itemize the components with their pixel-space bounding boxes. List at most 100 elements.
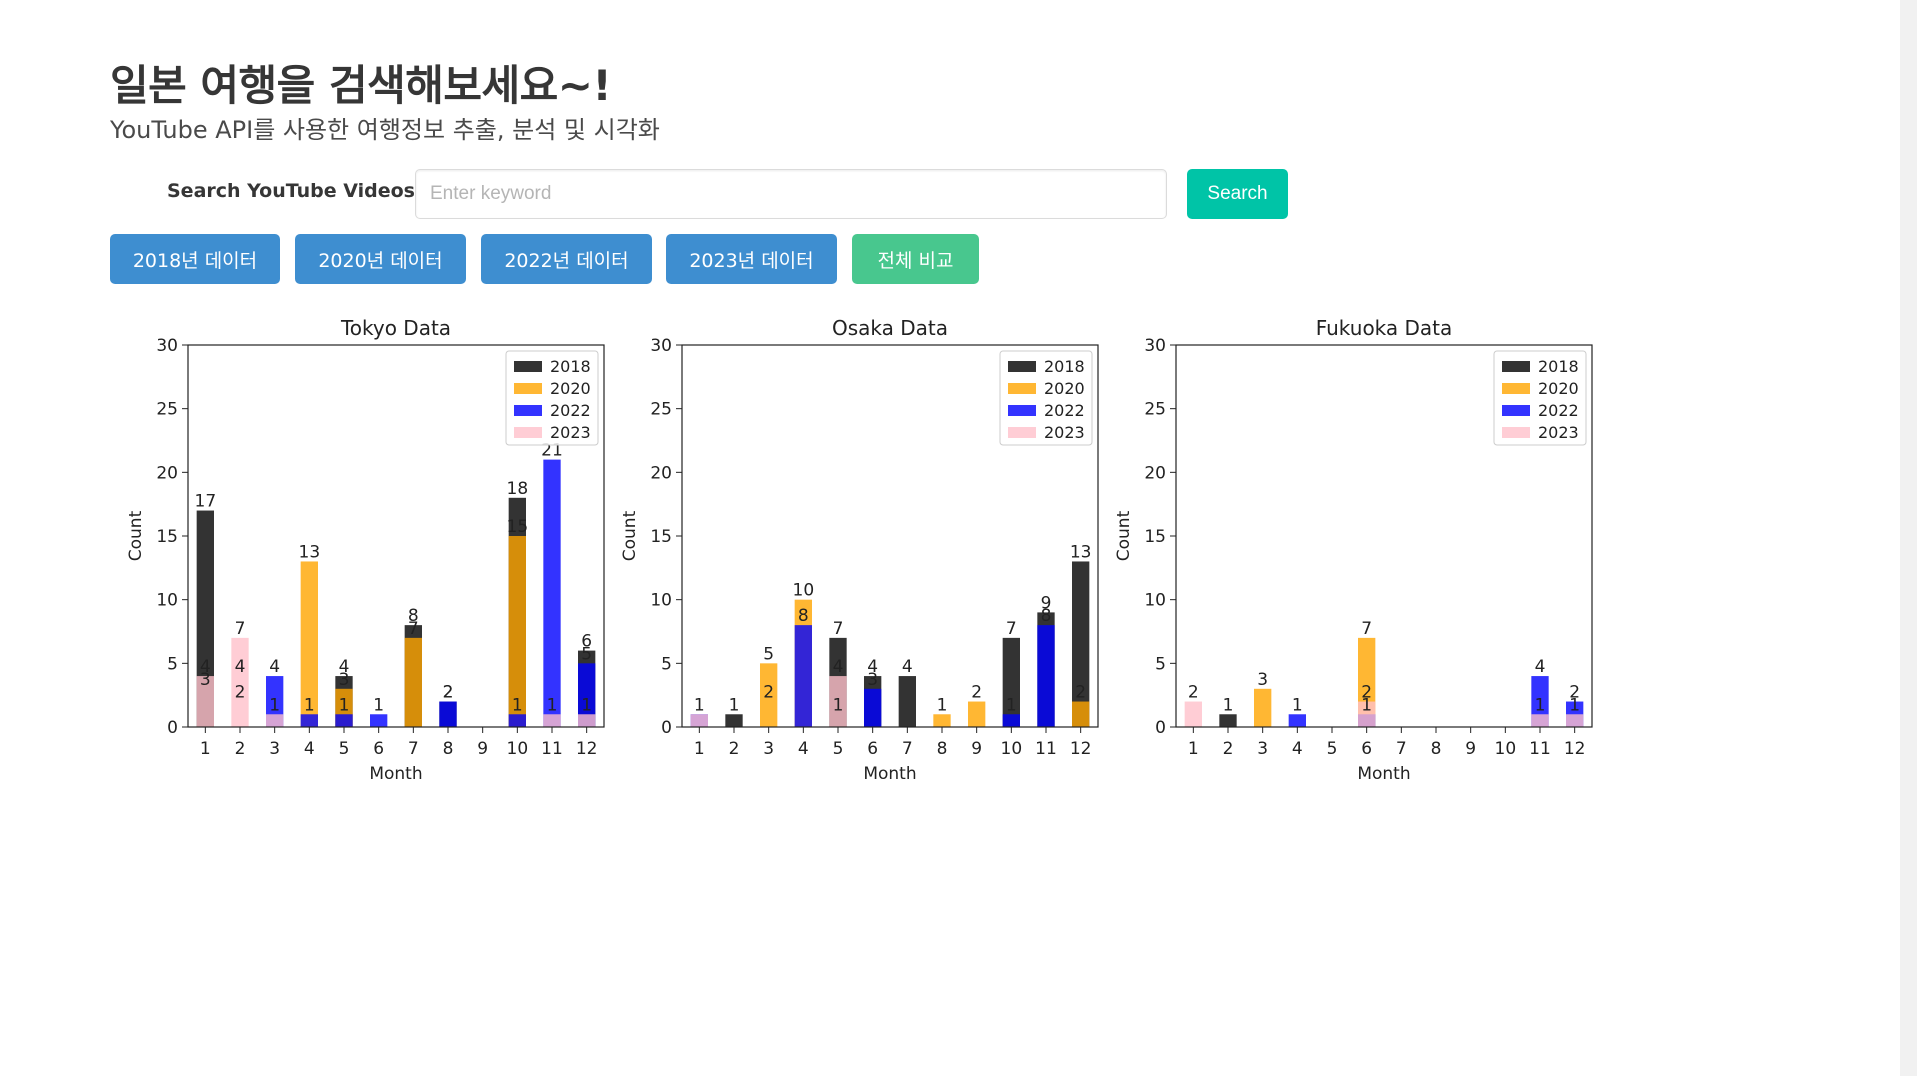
bar-2023-11 bbox=[543, 714, 561, 727]
data-2020-button[interactable]: 2020년 데이터 bbox=[295, 234, 466, 284]
bar-2022-11 bbox=[543, 459, 561, 727]
legend-label-2023: 2023 bbox=[1538, 423, 1579, 442]
data-label: 18 bbox=[507, 479, 529, 499]
x-tick-label: 9 bbox=[1465, 739, 1476, 759]
bar-2020-7 bbox=[404, 637, 422, 727]
data-label: 1 bbox=[1535, 695, 1546, 715]
search-button[interactable]: Search bbox=[1187, 169, 1288, 219]
x-tick-label: 9 bbox=[971, 739, 982, 759]
x-tick-label: 5 bbox=[339, 739, 350, 759]
y-tick-label: 0 bbox=[661, 718, 672, 738]
chart-fukuoka: Fukuoka Data 2 1 3 1 7 2 1 4 1 2 1 0 5 10 15 20 25 30 1 2 3 4 5… bbox=[1103, 310, 1597, 794]
data-label: 3 bbox=[1257, 670, 1268, 690]
legend-swatch-2020 bbox=[1008, 383, 1036, 394]
legend-swatch-2022 bbox=[1008, 405, 1036, 416]
y-tick-label: 25 bbox=[1144, 400, 1166, 420]
data-label: 3 bbox=[200, 670, 211, 690]
y-tick-label: 25 bbox=[156, 400, 178, 420]
data-label: 4 bbox=[269, 657, 280, 677]
data-label: 4 bbox=[902, 657, 913, 677]
x-tick-label: 5 bbox=[833, 739, 844, 759]
chart-osaka: Osaka Data 1 1 5 2 10 8 7 4 1 4 3 4 1 2 7 1 9 8 13 2 0 5 10 15 20… bbox=[609, 310, 1103, 794]
data-label: 8 bbox=[798, 606, 809, 626]
data-label: 1 bbox=[1361, 695, 1372, 715]
x-tick-label: 8 bbox=[1431, 739, 1442, 759]
y-tick-label: 25 bbox=[650, 400, 672, 420]
bar-2022-4 bbox=[300, 714, 318, 727]
x-tick-label: 6 bbox=[1361, 739, 1372, 759]
page-scrollbar[interactable] bbox=[1900, 0, 1917, 1076]
legend-swatch-2022 bbox=[514, 405, 542, 416]
legend-label-2018: 2018 bbox=[1044, 357, 1085, 376]
legend-swatch-2023 bbox=[1008, 427, 1036, 438]
data-label: 13 bbox=[299, 542, 321, 562]
data-label: 1 bbox=[1292, 695, 1303, 715]
data-label: 15 bbox=[507, 517, 529, 537]
x-tick-label: 1 bbox=[200, 739, 211, 759]
data-label: 7 bbox=[1361, 619, 1372, 639]
x-tick-label: 12 bbox=[1564, 739, 1586, 759]
bar-2022-10 bbox=[1002, 714, 1020, 727]
legend-label-2020: 2020 bbox=[1044, 379, 1085, 398]
legend-swatch-2018 bbox=[514, 361, 542, 372]
chart-title: Fukuoka Data bbox=[1316, 316, 1453, 340]
x-tick-label: 10 bbox=[1495, 739, 1517, 759]
bar-2023-11 bbox=[1531, 714, 1549, 727]
search-input[interactable] bbox=[415, 169, 1167, 219]
x-tick-label: 3 bbox=[269, 739, 280, 759]
data-label: 9 bbox=[1041, 593, 1052, 613]
legend-label-2018: 2018 bbox=[550, 357, 591, 376]
chart-title: Osaka Data bbox=[832, 316, 948, 340]
data-label: 1 bbox=[1569, 695, 1580, 715]
data-label: 5 bbox=[763, 644, 774, 664]
data-label: 4 bbox=[867, 657, 878, 677]
x-tick-label: 1 bbox=[1188, 739, 1199, 759]
x-tick-label: 2 bbox=[1223, 739, 1234, 759]
x-axis-label: Month bbox=[1357, 764, 1410, 784]
chart-tokyo: Tokyo Data 17 4 3 7 4 2 4 1 13 1 4 3 1 1 8 7 2 2 18 15 1 21 1 6 5… bbox=[115, 310, 609, 794]
chart-title: Tokyo Data bbox=[340, 316, 451, 340]
bar-2022-4 bbox=[794, 625, 812, 727]
bar-2022-12 bbox=[578, 663, 596, 727]
bar-2018-2 bbox=[725, 714, 743, 727]
data-2022-button[interactable]: 2022년 데이터 bbox=[481, 234, 652, 284]
data-label: 2 bbox=[763, 683, 774, 703]
bar-2020-3 bbox=[1254, 688, 1272, 727]
y-tick-label: 30 bbox=[1144, 336, 1166, 356]
data-label: 1 bbox=[547, 695, 558, 715]
page-title: 일본 여행을 검색해보세요~! bbox=[110, 61, 612, 110]
bar-2018-2 bbox=[1219, 714, 1237, 727]
legend-label-2022: 2022 bbox=[1044, 401, 1085, 420]
bar-2023-3 bbox=[266, 714, 284, 727]
bar-2018-12 bbox=[1072, 561, 1090, 727]
bar-2022-6 bbox=[864, 688, 882, 727]
x-tick-label: 2 bbox=[729, 739, 740, 759]
data-label: 3 bbox=[339, 670, 350, 690]
legend-box bbox=[505, 350, 599, 446]
y-tick-label: 10 bbox=[156, 591, 178, 611]
data-label: 7 bbox=[235, 619, 246, 639]
data-label: 2 bbox=[235, 683, 246, 703]
data-2018-button[interactable]: 2018년 데이터 bbox=[110, 234, 280, 284]
y-tick-label: 15 bbox=[650, 527, 672, 547]
data-label: 2 bbox=[1188, 683, 1199, 703]
legend-label-2020: 2020 bbox=[550, 379, 591, 398]
x-tick-label: 6 bbox=[867, 739, 878, 759]
bar-2020-12 bbox=[1072, 701, 1090, 727]
compare-all-button[interactable]: 전체 비교 bbox=[852, 234, 979, 284]
x-tick-label: 10 bbox=[1001, 739, 1023, 759]
data-label: 1 bbox=[269, 695, 280, 715]
y-tick-label: 10 bbox=[650, 591, 672, 611]
bar-2020-8 bbox=[933, 714, 951, 727]
data-2023-button[interactable]: 2023년 데이터 bbox=[666, 234, 837, 284]
bar-2018-1 bbox=[196, 510, 214, 727]
x-axis-label: Month bbox=[863, 764, 916, 784]
data-label: 3 bbox=[867, 670, 878, 690]
x-tick-label: 4 bbox=[798, 739, 809, 759]
y-tick-label: 30 bbox=[650, 336, 672, 356]
data-label: 7 bbox=[833, 619, 844, 639]
y-tick-label: 5 bbox=[661, 654, 672, 674]
data-label: 2 bbox=[1075, 683, 1086, 703]
data-label: 4 bbox=[339, 657, 350, 677]
x-tick-label: 7 bbox=[902, 739, 913, 759]
